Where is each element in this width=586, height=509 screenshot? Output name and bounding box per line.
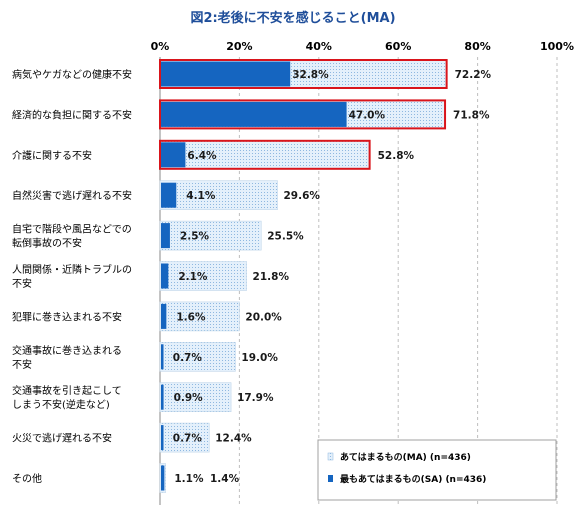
- bar-sa: [161, 142, 186, 168]
- bar-sa: [161, 384, 164, 410]
- data-label-sa: 6.4%: [187, 150, 217, 162]
- category-label: 犯罪に巻き込まれる不安: [12, 310, 122, 323]
- data-label-sa: 1.1%: [174, 473, 204, 485]
- category-label: 自然災害で逃げ遅れる不安: [12, 189, 132, 202]
- x-axis-ticks: 0% 20% 40% 60% 80% 100%: [151, 40, 574, 53]
- bar-sa: [161, 61, 291, 87]
- category-label-line: 経済的な負担に関する不安: [12, 108, 132, 121]
- bar-ma: [159, 422, 210, 453]
- bar-sa: [161, 223, 170, 249]
- legend-swatch-sa: [328, 475, 333, 482]
- data-label-sa: 4.1%: [186, 190, 216, 202]
- category-label-line: 不安: [12, 358, 32, 371]
- category-label-line: 自然災害で逃げ遅れる不安: [12, 189, 132, 202]
- data-label-ma: 17.9%: [237, 392, 274, 404]
- category-label-line: 人間関係・近隣トラブルの: [12, 263, 132, 276]
- category-label-line: 犯罪に巻き込まれる不安: [12, 310, 122, 323]
- data-label-sa: 32.8%: [292, 69, 329, 81]
- category-label: 交通事故に巻き込まれる不安: [12, 344, 122, 371]
- data-label-sa: 0.7%: [173, 433, 203, 445]
- data-label-sa: 2.1%: [178, 271, 208, 283]
- bar-sa: [161, 425, 164, 451]
- data-label-ma: 52.8%: [378, 150, 415, 162]
- bar-sa: [161, 465, 165, 491]
- legend-label-ma: あてはまるもの(MA) (n=436): [340, 452, 471, 463]
- category-label-line: 交通事故に巻き込まれる: [12, 344, 122, 357]
- data-label-ma: 25.5%: [267, 231, 304, 243]
- x-tick-label: 60%: [385, 40, 411, 53]
- bar-sa: [161, 303, 167, 329]
- legend-swatch-ma: [327, 452, 334, 461]
- chart-title: 図2:老後に不安を感じること(MA): [190, 10, 395, 26]
- category-label: 介護に関する不安: [12, 149, 92, 162]
- category-label-line: 火災で逃げ遅れる不安: [12, 432, 112, 445]
- bar-sa: [161, 101, 347, 127]
- category-label: 人間関係・近隣トラブルの不安: [12, 263, 132, 290]
- category-label: 交通事故を引き起こしてしまう不安(逆走など): [12, 384, 122, 411]
- legend-box: [317, 439, 557, 501]
- x-tick-label: 80%: [464, 40, 490, 53]
- category-label: 自宅で階段や風呂などでの転倒事故の不安: [12, 223, 132, 250]
- data-label-sa: 2.5%: [180, 231, 210, 243]
- category-label: その他: [12, 472, 42, 485]
- data-label-sa: 0.9%: [174, 392, 204, 404]
- bars: [159, 59, 448, 493]
- category-label-line: 交通事故を引き起こして: [12, 384, 122, 397]
- category-label-line: しまう不安(逆走など): [12, 398, 110, 411]
- bar-ma: [159, 261, 247, 291]
- bar-ma: [159, 382, 232, 413]
- category-label: 病気やケガなどの健康不安: [12, 68, 132, 81]
- legend: あてはまるもの(MA) (n=436) 最もあてはまるもの(SA) (n=436): [317, 439, 557, 501]
- category-label-line: 介護に関する不安: [12, 149, 92, 162]
- data-label-sa: 1.6%: [176, 311, 206, 323]
- bar-sa: [161, 344, 164, 370]
- data-label-ma: 71.8%: [453, 109, 490, 121]
- x-tick-label: 40%: [306, 40, 332, 53]
- bar-ma: [159, 341, 236, 372]
- category-labels: 病気やケガなどの健康不安経済的な負担に関する不安介護に関する不安自然災害で逃げ遅…: [12, 68, 132, 485]
- category-label-line: 転倒事故の不安: [12, 237, 82, 250]
- data-label-ma: 12.4%: [215, 433, 252, 445]
- data-label-ma: 19.0%: [241, 352, 278, 364]
- data-labels: 32.8% 72.2% 47.0% 71.8% 6.4% 52.8% 4.1% 29.6% 2.…: [173, 69, 492, 485]
- category-label: 火災で逃げ遅れる不安: [12, 432, 112, 445]
- data-label-sa: 0.7%: [173, 352, 203, 364]
- bar-ma: [159, 180, 278, 210]
- x-tick-label: 20%: [226, 40, 252, 53]
- bar-sa: [161, 182, 177, 208]
- data-label-sa: 47.0%: [349, 109, 386, 121]
- bar-ma: [159, 220, 262, 251]
- category-label-line: 自宅で階段や風呂などでの: [12, 223, 132, 236]
- bar-ma: [159, 301, 240, 332]
- category-label-line: 不安: [12, 277, 32, 290]
- data-label-ma: 72.2%: [455, 69, 492, 81]
- data-label-ma: 20.0%: [245, 311, 282, 323]
- x-tick-label: 100%: [540, 40, 574, 53]
- data-label-ma: 1.4%: [210, 473, 240, 485]
- category-label-line: その他: [12, 472, 42, 485]
- legend-label-sa: 最もあてはまるもの(SA) (n=436): [340, 473, 486, 485]
- bar-sa: [161, 263, 169, 289]
- category-label: 経済的な負担に関する不安: [12, 108, 132, 121]
- data-label-ma: 21.8%: [253, 271, 290, 283]
- data-label-ma: 29.6%: [284, 190, 321, 202]
- x-tick-label: 0%: [151, 40, 170, 53]
- bar-ma: [159, 139, 371, 170]
- category-label-line: 病気やケガなどの健康不安: [12, 68, 132, 81]
